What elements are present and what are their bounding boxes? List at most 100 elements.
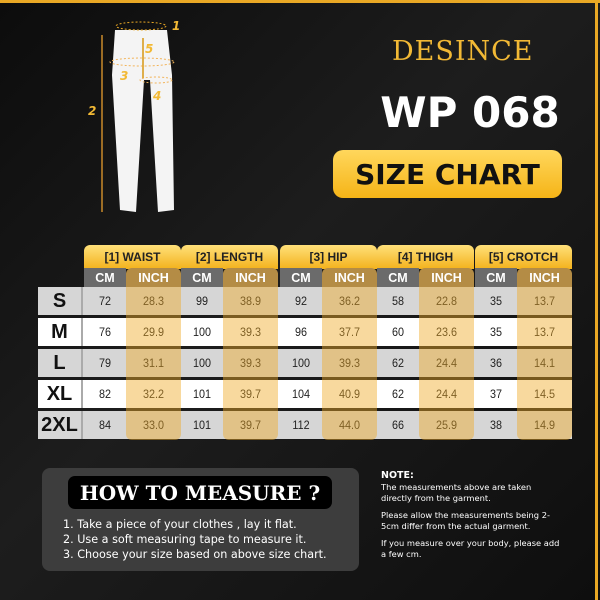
inch-cell: 25.9: [435, 418, 458, 432]
table-row: L 79 31.1 100 39.3 100 39.3 62 24.4 36 14.1: [38, 349, 572, 377]
label-1: 1: [172, 19, 180, 33]
pants-icon: [112, 30, 174, 212]
inch-cell: 38.9: [239, 294, 262, 308]
inch-cell: 28.3: [142, 294, 165, 308]
inch-cell: 22.8: [435, 294, 458, 308]
unit-header-cm: CM: [84, 268, 126, 288]
table-row: XL 82 32.2 101 39.7 104 40.9 62 24.4 37 14.5: [38, 380, 572, 408]
inch-column-highlight: [419, 287, 474, 440]
pants-diagram: 1 2 3 4 5: [88, 19, 180, 212]
label-2: 2: [88, 104, 96, 118]
how-to-step: 1. Take a piece of your clothes , lay it…: [63, 518, 297, 531]
size-chart-title: SIZE CHART: [333, 150, 562, 198]
model-number: WP 068: [380, 88, 560, 137]
inch-cell: 32.2: [142, 387, 165, 401]
inch-cell: 29.9: [142, 325, 165, 339]
inch-column-highlight: [322, 287, 377, 440]
size-label: 2XL: [38, 411, 83, 439]
column-group-header: [2] LENGTH: [181, 245, 278, 269]
note-section: NOTE: The measurements above are taken d…: [381, 470, 561, 566]
brand-logo: DESINCE: [392, 36, 534, 67]
label-4: 4: [152, 89, 161, 103]
label-3: 3: [120, 69, 128, 83]
inch-cell: 44.0: [338, 418, 361, 432]
inch-cell: 13.7: [533, 294, 556, 308]
how-to-step: 2. Use a soft measuring tape to measure …: [63, 533, 307, 546]
waist-marker: [115, 21, 167, 31]
inch-column-highlight: [223, 287, 278, 440]
cm-cell: 101: [192, 418, 212, 432]
cm-cell: 104: [291, 387, 311, 401]
inch-column-highlight: [517, 287, 572, 440]
cm-cell: 99: [195, 294, 209, 308]
cm-cell: 60: [391, 325, 405, 339]
unit-header-cm: CM: [280, 268, 322, 288]
unit-header-inch: INCH: [419, 268, 474, 288]
inch-cell: 33.0: [142, 418, 165, 432]
column-group-header: [4] THIGH: [377, 245, 474, 269]
inch-cell: 14.5: [533, 387, 556, 401]
cm-cell: 36: [489, 356, 503, 370]
inch-cell: 24.4: [435, 356, 458, 370]
inch-cell: 40.9: [338, 387, 361, 401]
note-paragraph: Please allow the measurements being 2-5c…: [381, 509, 550, 532]
size-label: M: [38, 318, 83, 346]
cm-cell: 62: [391, 387, 405, 401]
how-to-measure-title: HOW TO MEASURE ?: [68, 476, 332, 509]
how-to-step: 3. Choose your size based on above size …: [63, 548, 327, 561]
cm-cell: 100: [192, 325, 212, 339]
right-accent-line: [595, 0, 598, 600]
cm-cell: 58: [391, 294, 405, 308]
unit-header-cm: CM: [377, 268, 419, 288]
inch-cell: 39.7: [239, 387, 262, 401]
inch-cell: 31.1: [142, 356, 165, 370]
note-paragraph: The measurements above are taken directl…: [381, 481, 532, 504]
table-row: M 76 29.9 100 39.3 96 37.7 60 23.6 35 13.7: [38, 318, 572, 346]
cm-cell: 35: [489, 325, 503, 339]
brand-logo-text: DESINCE: [392, 36, 534, 67]
unit-header-cm: CM: [475, 268, 517, 288]
label-5: 5: [145, 42, 153, 56]
cm-cell: 100: [291, 356, 311, 370]
cm-cell: 112: [292, 418, 310, 432]
inch-cell: 37.7: [338, 325, 361, 339]
cm-cell: 84: [98, 418, 112, 432]
inch-cell: 39.7: [239, 418, 262, 432]
cm-cell: 37: [489, 387, 503, 401]
column-group-header: [3] HIP: [280, 245, 377, 269]
note-paragraph: If you measure over your body, please ad…: [381, 537, 560, 560]
inch-cell: 36.2: [338, 294, 361, 308]
cm-cell: 38: [489, 418, 503, 432]
column-group-header: [5] CROTCH: [475, 245, 572, 269]
unit-header-cm: CM: [181, 268, 223, 288]
unit-header-inch: INCH: [223, 268, 278, 288]
inch-cell: 23.6: [435, 325, 458, 339]
top-accent-line: [0, 0, 600, 3]
cm-cell: 92: [294, 294, 308, 308]
cm-cell: 72: [98, 294, 112, 308]
inch-cell: 39.3: [239, 325, 262, 339]
cm-cell: 79: [98, 356, 112, 370]
column-group-header: [1] WAIST: [84, 245, 181, 269]
inch-cell: 39.3: [239, 356, 262, 370]
unit-header-inch: INCH: [126, 268, 181, 288]
cm-cell: 35: [489, 294, 503, 308]
inch-cell: 39.3: [338, 356, 361, 370]
inch-cell: 14.1: [533, 356, 556, 370]
hip-marker: [109, 57, 175, 67]
inch-cell: 13.7: [533, 325, 556, 339]
cm-cell: 82: [98, 387, 112, 401]
unit-header-inch: INCH: [322, 268, 377, 288]
table-row: S 72 28.3 99 38.9 92 36.2 58 22.8 35 13.7: [38, 287, 572, 315]
table-row: 2XL 84 33.0 101 39.7 112 44.0 66 25.9 38 14.9: [38, 411, 572, 439]
thigh-marker: [139, 76, 173, 84]
unit-header-inch: INCH: [517, 268, 572, 288]
cm-cell: 62: [391, 356, 405, 370]
inch-cell: 24.4: [435, 387, 458, 401]
size-label: XL: [38, 380, 83, 408]
cm-cell: 96: [294, 325, 308, 339]
cm-cell: 76: [98, 325, 112, 339]
size-label: L: [38, 349, 83, 377]
note-heading: NOTE:: [381, 470, 414, 481]
